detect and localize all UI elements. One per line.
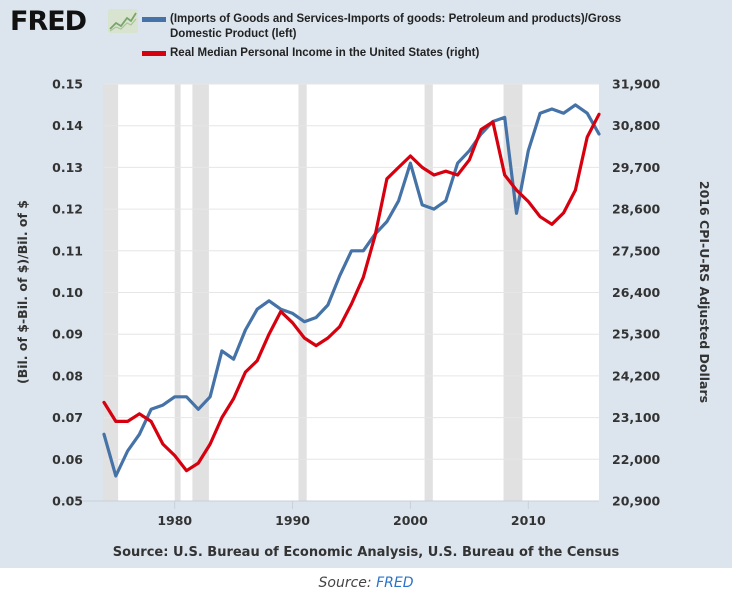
y-right-tick-label: 26,400: [612, 285, 661, 300]
series-points-1: [103, 114, 600, 471]
y-left-tick-label: 0.07: [52, 410, 83, 425]
x-tick-label: 1980: [157, 513, 192, 528]
y-right-tick-label: 25,300: [612, 327, 661, 342]
y-left-tick-label: 0.11: [52, 243, 83, 258]
y-right-tick-label: 23,100: [612, 410, 661, 425]
y-left-tick-label: 0.15: [52, 77, 83, 92]
series-points-0: [103, 104, 600, 476]
fred-logo: FRED: [10, 6, 87, 37]
x-tick-label: 2000: [393, 513, 428, 528]
legend-swatch-red: [142, 51, 166, 56]
gridlines: [104, 83, 599, 460]
y-right-tick-label: 28,600: [612, 202, 661, 217]
y-right-tick-label: 20,900: [612, 494, 661, 509]
y-left-tick-label: 0.06: [52, 452, 83, 467]
y-right-tick-label: 30,800: [612, 118, 661, 133]
y-left-tick-label: 0.12: [52, 202, 83, 217]
y-left-tick-label: 0.13: [52, 160, 83, 175]
legend-label-imports: (Imports of Goods and Services-Imports o…: [170, 13, 622, 40]
caption-prefix: Source:: [318, 575, 377, 591]
legend-swatch-blue: [142, 17, 166, 22]
y-left-tick-label: 0.08: [52, 368, 83, 383]
y-axis-right-title: 2016 CPI-U-RS Adjusted Dollars: [697, 181, 712, 403]
y-right-tick-label: 27,500: [612, 243, 661, 258]
y-axis-left-title: (Bil. of $-Bil. of $)/Bil. of $: [15, 200, 30, 384]
y-right-tick-label: 24,200: [612, 368, 661, 383]
y-right-tick-label: 31,900: [612, 77, 661, 92]
series-line-median-income: [102, 112, 601, 473]
fred-source-link[interactable]: FRED: [376, 575, 414, 591]
y-left-tick-label: 0.09: [52, 327, 83, 342]
y-left-tick-label: 0.10: [52, 285, 83, 300]
chart-canvas: 1980 1990 2000 2010 0.05 0.06 0.07 0.08 0.09 0.1…: [15, 77, 712, 529]
chart-source-note: Source: U.S. Bureau of Economic Analysis…: [112, 545, 620, 560]
y-axis-right-ticks: 20,900 22,000 23,100 24,200 25,300 26,400 27,5…: [612, 77, 661, 509]
series-lines: [102, 103, 601, 478]
y-left-tick-label: 0.14: [52, 118, 83, 133]
x-tick-label: 1990: [275, 513, 310, 528]
legend-label-income: Real Median Personal Income in the Unite…: [170, 47, 480, 59]
y-right-tick-label: 22,000: [612, 452, 661, 467]
chart-line-icon: [108, 9, 138, 33]
figure-caption: Source: FRED: [0, 575, 732, 591]
x-tick-label: 2010: [511, 513, 546, 528]
y-left-tick-label: 0.05: [52, 494, 83, 509]
y-right-tick-label: 29,700: [612, 160, 661, 175]
x-axis-ticks: 1980 1990 2000 2010: [157, 501, 546, 528]
y-axis-left-ticks: 0.05 0.06 0.07 0.08 0.09 0.10 0.11 0.12 0.13 0.14…: [52, 77, 83, 509]
